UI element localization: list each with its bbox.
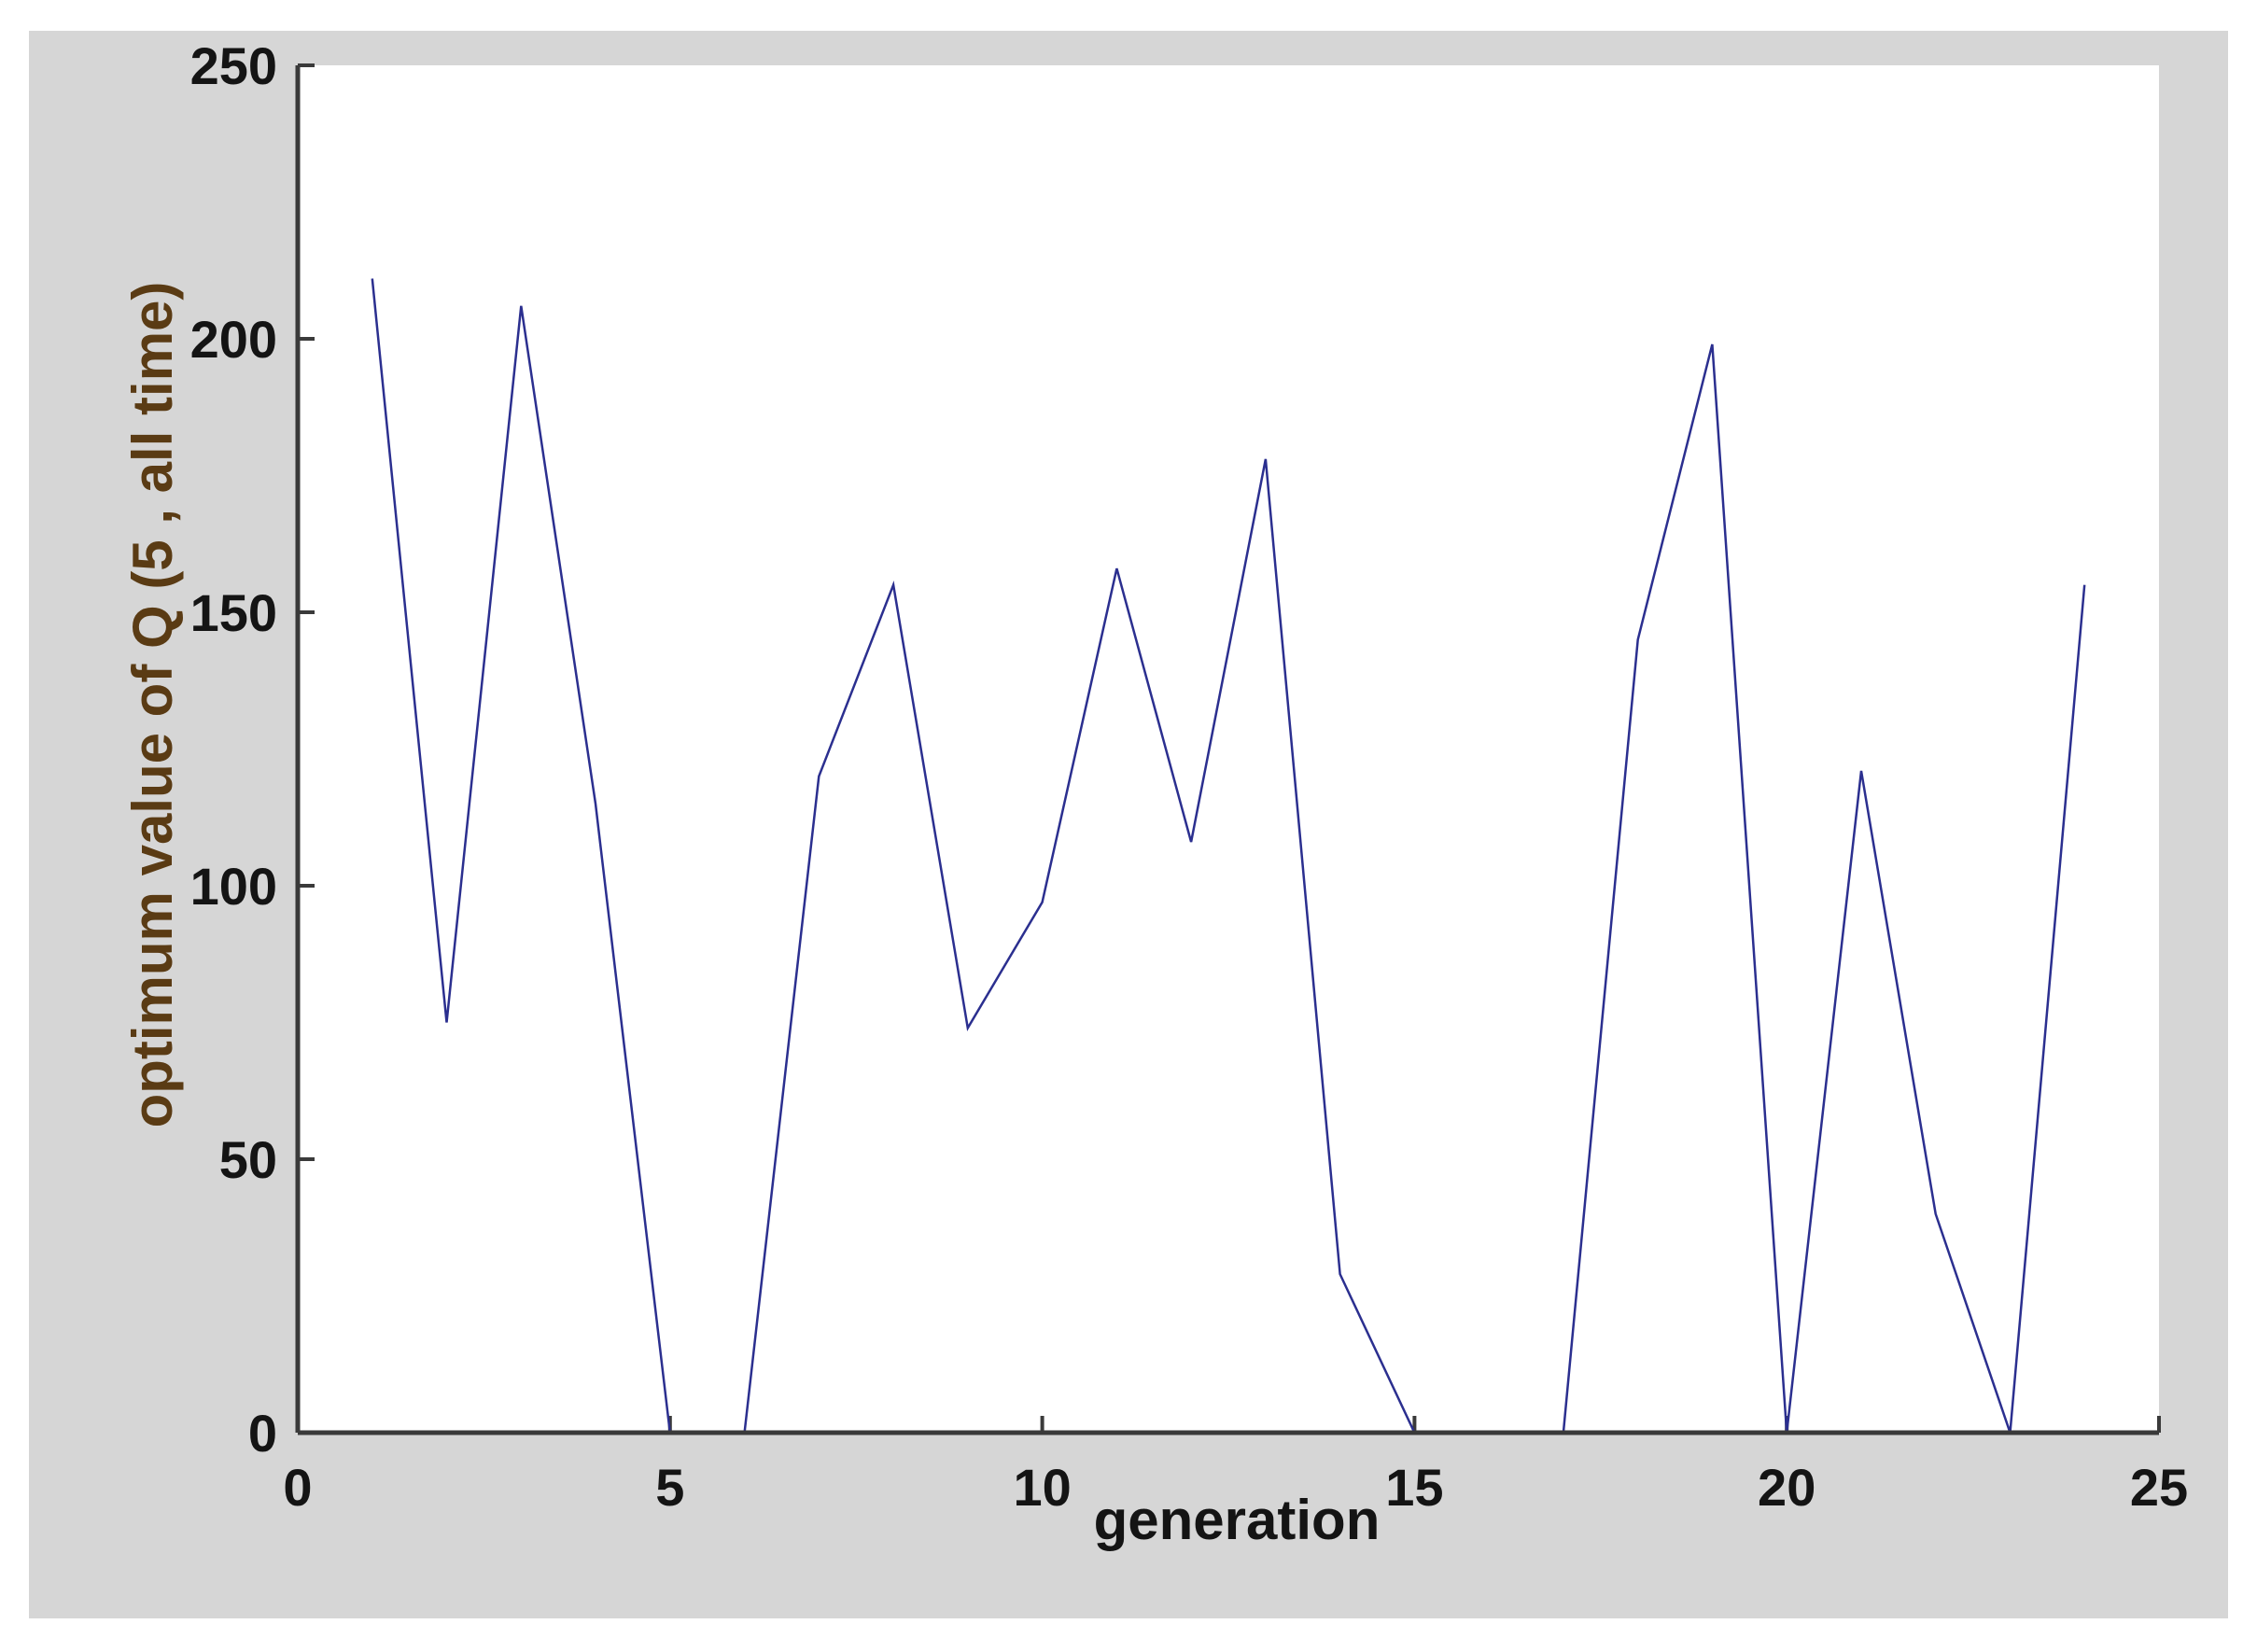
y-tick-labels: 0 50 100 150 200 250: [190, 36, 277, 1463]
y-axis-title: optimum value of Q (5 , all time): [121, 282, 184, 1128]
y-tick-label: 50: [219, 1130, 277, 1189]
x-tick-labels: 0 5 10 15 20 25: [283, 1458, 2188, 1517]
x-tick-label: 10: [1013, 1458, 1071, 1517]
y-tick-label: 100: [190, 857, 277, 916]
x-tick-label: 15: [1385, 1458, 1443, 1517]
x-tick-label: 25: [2130, 1458, 2188, 1517]
plot-area: [298, 65, 2159, 1433]
line-chart: 0 5 10 15 20 25 0 50 100 150 200 250 generation op…: [121, 36, 2188, 1551]
y-tick-label: 200: [190, 310, 277, 369]
x-tick-label: 20: [1758, 1458, 1815, 1517]
series-line: [371, 278, 2086, 1435]
y-tick-label: 250: [190, 36, 277, 95]
figure-frame: 0 5 10 15 20 25 0 50 100 150 200 250 generation op…: [29, 31, 2228, 1618]
x-tick-label: 0: [283, 1458, 312, 1517]
y-tick-label: 0: [248, 1404, 277, 1463]
x-tick-label: 5: [655, 1458, 684, 1517]
x-axis-title: generation: [1094, 1489, 1381, 1551]
y-tick-label: 150: [190, 583, 277, 642]
